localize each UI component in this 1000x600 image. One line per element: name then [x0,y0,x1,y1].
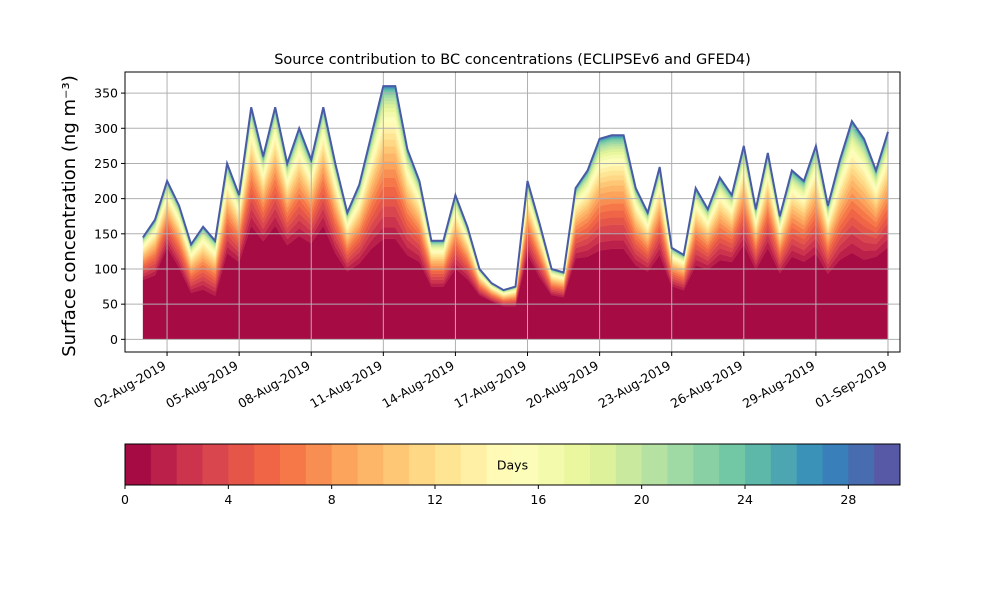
x-tick-label: 23-Aug-2019 [596,358,674,411]
x-tick-label: 20-Aug-2019 [524,358,602,411]
y-tick-label: 200 [94,191,118,206]
x-tick-label: 01-Sep-2019 [812,358,889,411]
x-tick-label: 26-Aug-2019 [668,358,746,411]
colorbar-tick-label: 28 [840,492,856,507]
total-concentration-line [142,85,889,292]
colorbar-cell-29 [874,444,901,485]
colorbar-cell-27 [822,444,849,485]
y-tick-label: 350 [94,86,118,101]
x-tick-label: 11-Aug-2019 [307,358,385,411]
colorbar-cell-7 [305,444,333,485]
colorbar-cell-23 [719,444,746,485]
colorbar-cell-15 [512,444,539,485]
axes-frame [124,71,901,353]
chart-title: Source contribution to BC concentrations… [274,52,751,68]
colorbar-cell-26 [796,444,823,485]
y-tick-label: 250 [94,156,118,171]
colorbar-cell-20 [641,444,668,485]
colorbar-cell-18 [590,444,617,485]
colorbar-cell-13 [460,444,488,485]
colorbar-tick-label: 4 [224,492,232,507]
colorbar-cell-0 [125,444,152,485]
colorbar-cell-4 [228,444,255,485]
total-line [142,85,889,292]
colorbar-cell-25 [770,444,798,485]
colorbar-cell-14 [486,444,513,485]
colorbar-cell-2 [176,444,203,485]
x-tick-label: 05-Aug-2019 [163,358,241,411]
x-tick-label: 14-Aug-2019 [379,358,457,411]
colorbar-tick-label: 12 [427,492,443,507]
colorbar-tick-label: 0 [121,492,129,507]
y-tick-label: 0 [110,332,118,347]
grid-lines [125,72,900,352]
y-tick-label: 50 [102,297,118,312]
colorbar-cell-8 [331,444,358,485]
colorbar-cell-12 [435,444,462,485]
colorbar-frame [124,443,901,486]
colorbar-cell-19 [615,444,643,485]
x-axis: 02-Aug-201905-Aug-201908-Aug-201911-Aug-… [91,352,890,411]
colorbar-cell-9 [357,444,384,485]
colorbar-cell-22 [693,444,720,485]
colorbar-cell-1 [150,444,178,485]
colorbar-cell-10 [383,444,410,485]
y-tick-label: 150 [94,226,118,241]
colorbar-cell-6 [280,444,307,485]
x-tick-label: 17-Aug-2019 [451,358,529,411]
x-tick-label: 02-Aug-2019 [91,358,169,411]
y-axis: 0 50 100 150 200 250 300 350 [94,86,125,347]
colorbar-cell-5 [254,444,281,485]
colorbar-cell-3 [202,444,229,485]
y-tick-label: 100 [94,261,118,276]
colorbar-cell-16 [538,444,565,485]
colorbar-tick-label: 24 [737,492,753,507]
colorbar-tick-label: 20 [634,492,650,507]
colorbar-cell-24 [745,444,772,485]
colorbar: 0 4 8 12 16 20 24 28 [121,443,901,507]
colorbar-cell-17 [564,444,591,485]
colorbar-label: Days [497,458,528,473]
x-tick-label: 29-Aug-2019 [740,358,818,411]
colorbar-cell-11 [409,444,436,485]
colorbar-tick-label: 16 [530,492,546,507]
y-axis-label: Surface concentration (ng m⁻³) [59,75,80,357]
colorbar-tick-label: 8 [328,492,336,507]
y-tick-label: 300 [94,121,118,136]
colorbar-cell-28 [848,444,875,485]
x-tick-label: 08-Aug-2019 [235,358,313,411]
colorbar-cell-21 [667,444,694,485]
